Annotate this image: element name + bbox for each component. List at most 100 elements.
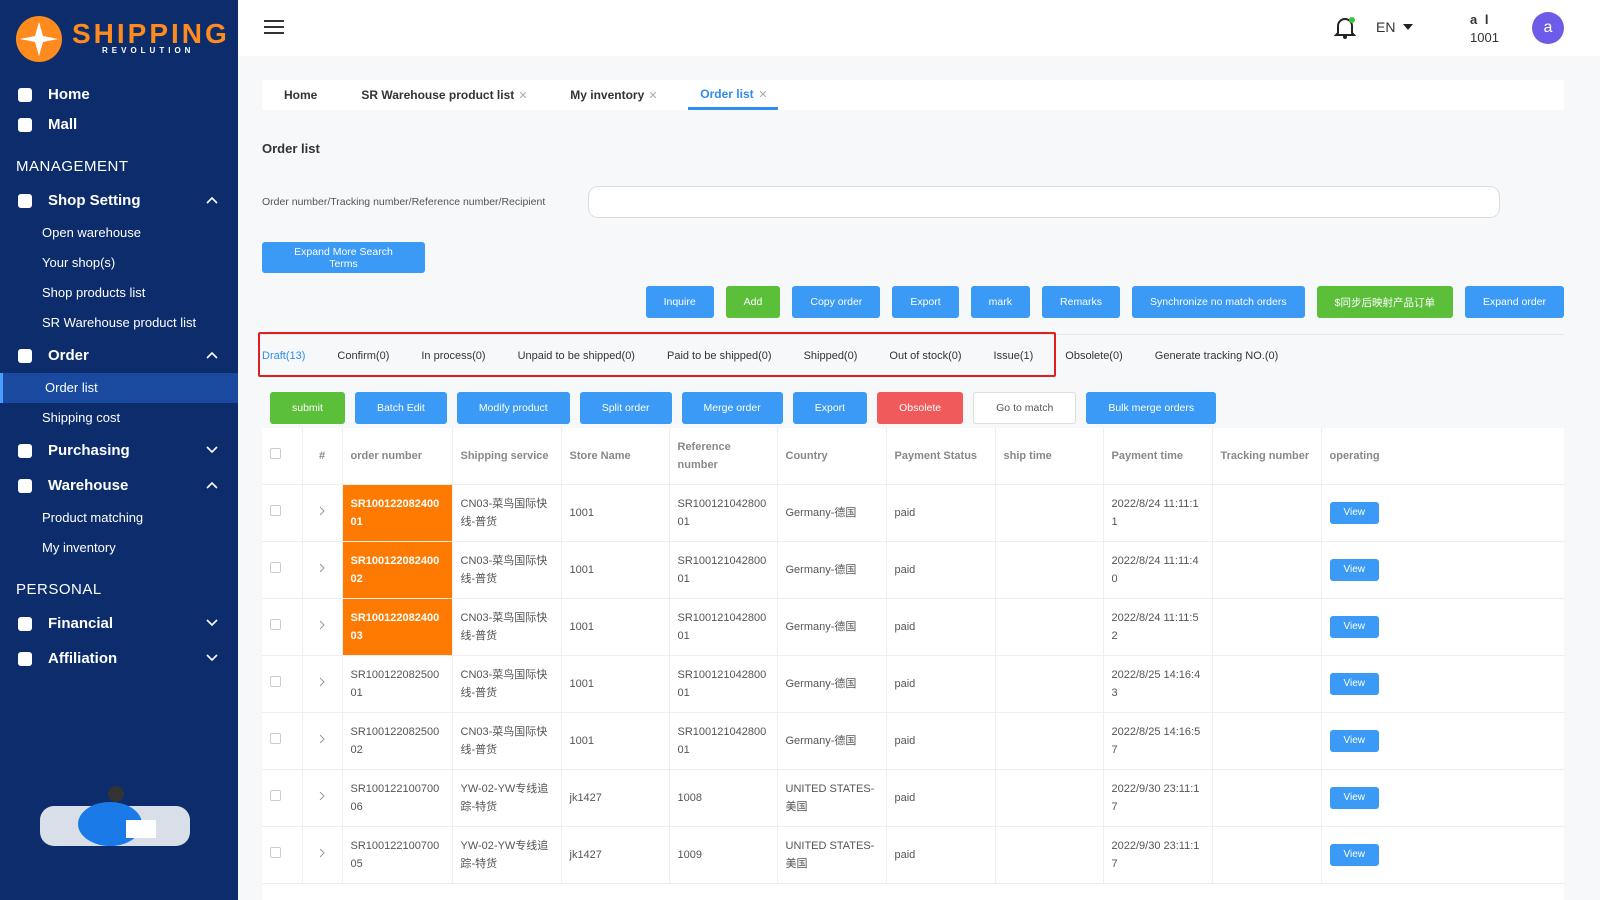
status-tab[interactable]: In process(0) <box>421 349 486 362</box>
nav-group[interactable]: Purchasing <box>0 433 238 468</box>
view-button[interactable]: View <box>1329 615 1379 638</box>
bulk-button[interactable]: Export <box>792 392 868 424</box>
notification-bell[interactable] <box>1334 16 1356 40</box>
tab-close[interactable] <box>520 92 527 98</box>
expand-arrow[interactable] <box>319 734 325 744</box>
checkbox[interactable] <box>270 504 281 516</box>
nav-group[interactable]: Warehouse <box>0 468 238 503</box>
action-button[interactable]: $同步后映射产品订单 <box>1316 286 1453 318</box>
table-cell: 2022/9/30 23:11:17 <box>1103 826 1213 884</box>
bulk-button[interactable]: Obsolete <box>877 392 964 424</box>
nav-link[interactable]: Mall <box>0 110 238 140</box>
column-header: operating <box>1321 428 1564 485</box>
expand-arrow[interactable] <box>319 791 325 801</box>
bulk-button[interactable]: submit <box>270 392 345 424</box>
user-id: 1001 <box>1470 30 1499 45</box>
expand-arrow[interactable] <box>319 620 325 630</box>
expand-arrow[interactable] <box>319 677 325 687</box>
tab[interactable]: SR Warehouse product list <box>349 80 538 110</box>
expand-cell[interactable] <box>302 712 343 770</box>
tab-close[interactable] <box>650 92 657 98</box>
checkbox[interactable] <box>270 846 281 858</box>
search-input[interactable] <box>588 186 1500 218</box>
nav-icon <box>18 88 32 102</box>
status-tab[interactable]: Confirm(0) <box>337 349 390 362</box>
logo-icon <box>16 16 62 62</box>
table-cell: 2022/9/30 23:11:17 <box>1103 769 1213 827</box>
status-tab[interactable]: Draft(13) <box>262 349 306 362</box>
expand-search-button[interactable]: Expand More Search Terms <box>262 242 425 273</box>
checkbox[interactable] <box>270 561 281 573</box>
nav-group[interactable]: Shop Setting <box>0 183 238 218</box>
table-cell: SR10012104280001 <box>669 655 778 713</box>
action-button[interactable]: Copy order <box>792 286 881 318</box>
bulk-button[interactable]: Modify product <box>456 392 570 424</box>
nav-item[interactable]: Shop products list <box>42 285 146 300</box>
nav-item[interactable]: Open warehouse <box>42 225 142 240</box>
checkbox[interactable] <box>270 618 281 630</box>
status-tab[interactable]: Generate tracking NO.(0) <box>1154 349 1279 362</box>
checkbox[interactable] <box>270 789 281 801</box>
tab[interactable]: Home <box>272 80 329 110</box>
expand-cell[interactable] <box>302 826 343 884</box>
nav-link[interactable]: Home <box>0 80 238 110</box>
view-button[interactable]: View <box>1329 672 1379 695</box>
table-cell: SR10012208240002 <box>342 541 453 599</box>
expand-arrow[interactable] <box>319 848 325 858</box>
status-tab[interactable]: Obsolete(0) <box>1065 349 1123 362</box>
expand-cell[interactable] <box>302 655 343 713</box>
action-button[interactable]: Export <box>892 286 959 318</box>
action-button[interactable]: Add <box>725 286 781 318</box>
checkbox[interactable] <box>270 732 281 744</box>
tab-close[interactable] <box>759 90 766 97</box>
action-button[interactable]: Expand order <box>1464 286 1564 318</box>
table-cell <box>995 655 1104 713</box>
expand-cell[interactable] <box>302 598 343 656</box>
expand-cell[interactable] <box>302 484 343 542</box>
tab[interactable]: Order list <box>688 80 778 110</box>
expand-cell[interactable] <box>302 769 343 827</box>
expand-arrow[interactable] <box>319 506 325 516</box>
expand-cell[interactable] <box>302 541 343 599</box>
table-cell: 1001 <box>561 541 670 599</box>
view-button[interactable]: View <box>1329 729 1379 752</box>
view-button[interactable]: View <box>1329 501 1379 524</box>
view-button[interactable]: View <box>1329 843 1379 866</box>
view-button[interactable]: View <box>1329 786 1379 809</box>
nav-item[interactable]: SR Warehouse product list <box>42 315 197 330</box>
nav-item[interactable]: Order list <box>0 373 238 403</box>
nav-item[interactable]: Your shop(s) <box>42 255 116 270</box>
bulk-button[interactable]: Go to match <box>973 392 1077 424</box>
avatar[interactable]: a <box>1532 12 1564 44</box>
language-select[interactable]: EN <box>1376 19 1414 35</box>
action-button[interactable]: Synchronize no match orders <box>1132 286 1305 318</box>
action-button[interactable]: mark <box>970 286 1031 318</box>
tab[interactable]: My inventory <box>558 80 668 110</box>
action-button[interactable]: Inquire <box>645 286 714 318</box>
action-cell: View <box>1321 769 1564 827</box>
view-button[interactable]: View <box>1329 558 1379 581</box>
bulk-button[interactable]: Bulk merge orders <box>1086 392 1217 424</box>
status-tab[interactable]: Paid to be shipped(0) <box>666 349 772 362</box>
status-tab[interactable]: Issue(1) <box>993 349 1034 362</box>
bulk-button[interactable]: Split order <box>579 392 672 424</box>
nav-item[interactable]: Product matching <box>42 510 144 525</box>
checkbox[interactable] <box>270 447 281 459</box>
menu-toggle[interactable] <box>264 18 286 36</box>
nav-group[interactable]: Financial <box>0 606 238 641</box>
status-tab[interactable]: Out of stock(0) <box>889 349 962 362</box>
nav-group[interactable]: Order <box>0 338 238 373</box>
table-cell: paid <box>886 712 996 770</box>
table: # order number Shipping service Store Name R… <box>262 428 1564 884</box>
checkbox[interactable] <box>270 675 281 687</box>
expand-arrow[interactable] <box>319 563 325 573</box>
bulk-button[interactable]: Merge order <box>681 392 783 424</box>
nav-group[interactable]: Affiliation <box>0 641 238 676</box>
nav-item[interactable]: My inventory <box>42 540 116 555</box>
sidebar: SHIPPING REVOLUTION Home Mall MANAGEMENT Sh… <box>0 0 238 900</box>
bulk-button[interactable]: Batch Edit <box>354 392 447 424</box>
status-tab[interactable]: Shipped(0) <box>803 349 858 362</box>
nav-item[interactable]: Shipping cost <box>42 410 121 425</box>
action-button[interactable]: Remarks <box>1042 286 1121 318</box>
status-tab[interactable]: Unpaid to be shipped(0) <box>517 349 635 362</box>
